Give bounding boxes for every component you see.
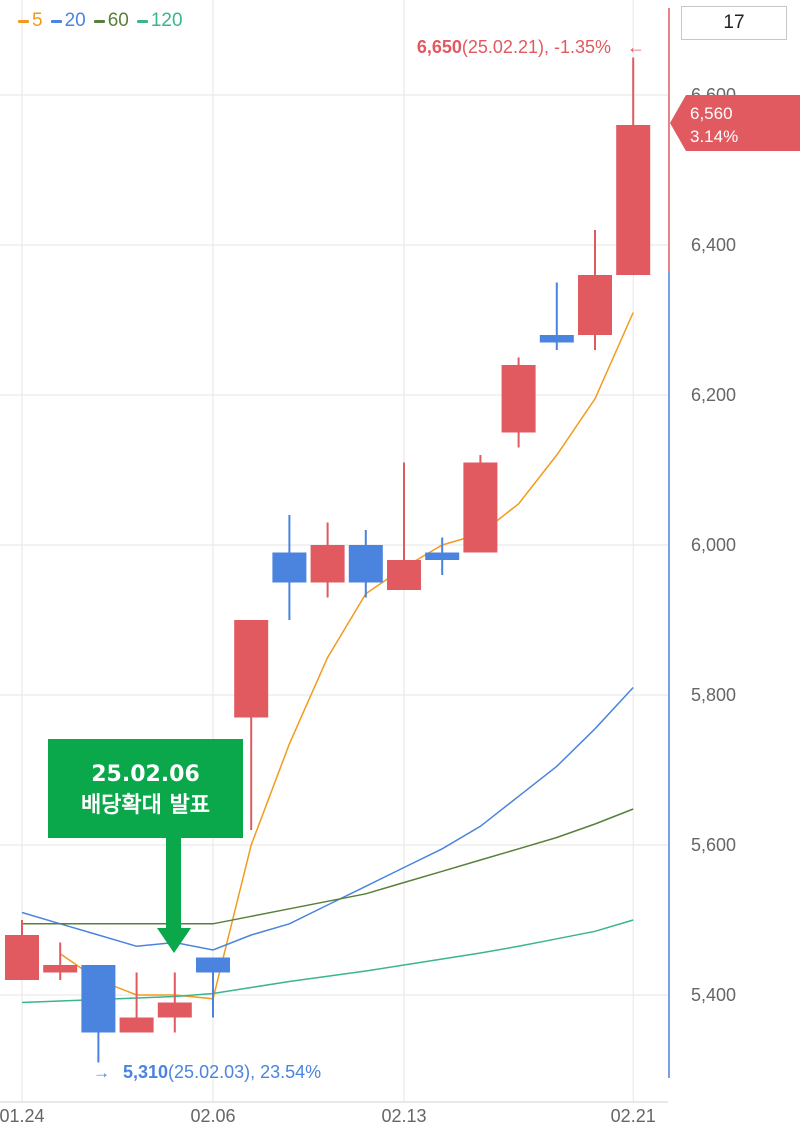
candle bbox=[5, 920, 39, 980]
candle bbox=[157, 972, 192, 1033]
x-tick-label: 02.21 bbox=[611, 1106, 656, 1126]
y-tick-label: 6,400 bbox=[691, 235, 736, 255]
low-price-detail: (25.02.03), 23.54% bbox=[168, 1062, 321, 1082]
candle bbox=[348, 530, 383, 598]
candle-body bbox=[425, 552, 460, 560]
candle bbox=[463, 455, 498, 553]
y-tick-label: 5,600 bbox=[691, 835, 736, 855]
candle-body bbox=[578, 275, 612, 335]
annotation-arrow-head bbox=[157, 928, 191, 953]
ma-line-120 bbox=[21, 919, 634, 1004]
candle bbox=[196, 957, 230, 1018]
legend-item-ma20[interactable]: 20 bbox=[50, 10, 86, 32]
x-tick-label: 02.06 bbox=[190, 1106, 235, 1126]
x-tick-label: 01.24 bbox=[0, 1106, 45, 1126]
candle-body bbox=[5, 935, 39, 980]
ma-line-5 bbox=[59, 312, 634, 1000]
legend-swatch-ma60 bbox=[93, 19, 105, 23]
high-price-value: 6,650 bbox=[417, 37, 462, 57]
candle bbox=[501, 357, 536, 448]
legend-swatch-ma20 bbox=[50, 19, 62, 23]
candle bbox=[272, 515, 307, 620]
candle bbox=[234, 620, 269, 830]
legend-swatch-ma5 bbox=[18, 19, 29, 23]
candle-body bbox=[501, 365, 536, 433]
y-tick-label: 6,000 bbox=[691, 535, 736, 555]
annotation-date: 25.02.06 bbox=[91, 762, 200, 787]
legend-item-ma5[interactable]: 5 bbox=[18, 10, 43, 32]
low-price-label: 5,310(25.02.03), 23.54% bbox=[123, 1062, 321, 1082]
y-tick-label: 6,200 bbox=[691, 385, 736, 405]
candle-body bbox=[539, 335, 574, 343]
annotation-callout: 25.02.06 배당확대 발표 bbox=[48, 739, 243, 838]
candle-body bbox=[463, 462, 498, 553]
candle-body bbox=[272, 552, 307, 583]
candle-body bbox=[81, 965, 116, 1033]
ma-line-60 bbox=[22, 808, 634, 925]
candle-body bbox=[234, 620, 269, 718]
legend-swatch-ma120 bbox=[136, 19, 148, 23]
candle bbox=[425, 537, 460, 575]
candle bbox=[119, 972, 154, 1033]
low-price-value: 5,310 bbox=[123, 1062, 168, 1082]
legend-label-ma60: 60 bbox=[107, 10, 129, 31]
candle bbox=[539, 282, 574, 350]
y-tick-label: 5,400 bbox=[691, 985, 736, 1005]
candle-body bbox=[119, 1017, 154, 1033]
candle-body bbox=[348, 545, 383, 583]
x-axis-tick-labels: 01.24 02.06 02.13 02.21 bbox=[0, 1106, 656, 1126]
candle bbox=[616, 57, 651, 275]
annotation-text: 배당확대 발표 bbox=[80, 793, 211, 818]
high-price-label: 6,650(25.02.21), -1.35% bbox=[417, 37, 611, 57]
candle-body bbox=[157, 1002, 192, 1018]
candles bbox=[5, 57, 651, 1063]
legend-label-ma20: 20 bbox=[64, 10, 86, 31]
x-tick-label: 02.13 bbox=[381, 1106, 426, 1126]
legend-item-ma60[interactable]: 60 bbox=[93, 10, 129, 32]
candle bbox=[387, 462, 421, 590]
candle-body bbox=[43, 965, 78, 973]
y-tick-label: 5,800 bbox=[691, 685, 736, 705]
moving-average-lines bbox=[21, 312, 634, 1004]
candle bbox=[310, 522, 345, 598]
candle bbox=[578, 230, 612, 350]
ma-legend: 5 20 60 120 bbox=[18, 10, 183, 32]
legend-label-ma5: 5 bbox=[32, 10, 43, 31]
period-selector[interactable]: 17 bbox=[681, 6, 787, 40]
candle bbox=[43, 942, 78, 980]
ma-line-20 bbox=[21, 686, 634, 951]
current-price-change: 3.14% bbox=[690, 127, 738, 146]
annotation-arrow-shaft bbox=[166, 838, 181, 936]
legend-item-ma120[interactable]: 120 bbox=[136, 10, 183, 32]
high-price-arrow: ← bbox=[627, 37, 645, 57]
high-price-detail: (25.02.21), -1.35% bbox=[462, 37, 611, 57]
candle-body bbox=[310, 545, 345, 583]
candle-body bbox=[616, 125, 651, 275]
current-price-value: 6,560 bbox=[690, 104, 733, 123]
candle-body bbox=[196, 957, 230, 973]
candle-body bbox=[387, 560, 421, 590]
current-price-tag-bg bbox=[670, 95, 800, 151]
candle bbox=[81, 965, 116, 1063]
legend-label-ma120: 120 bbox=[150, 10, 183, 31]
low-price-arrow: → bbox=[93, 1063, 110, 1082]
